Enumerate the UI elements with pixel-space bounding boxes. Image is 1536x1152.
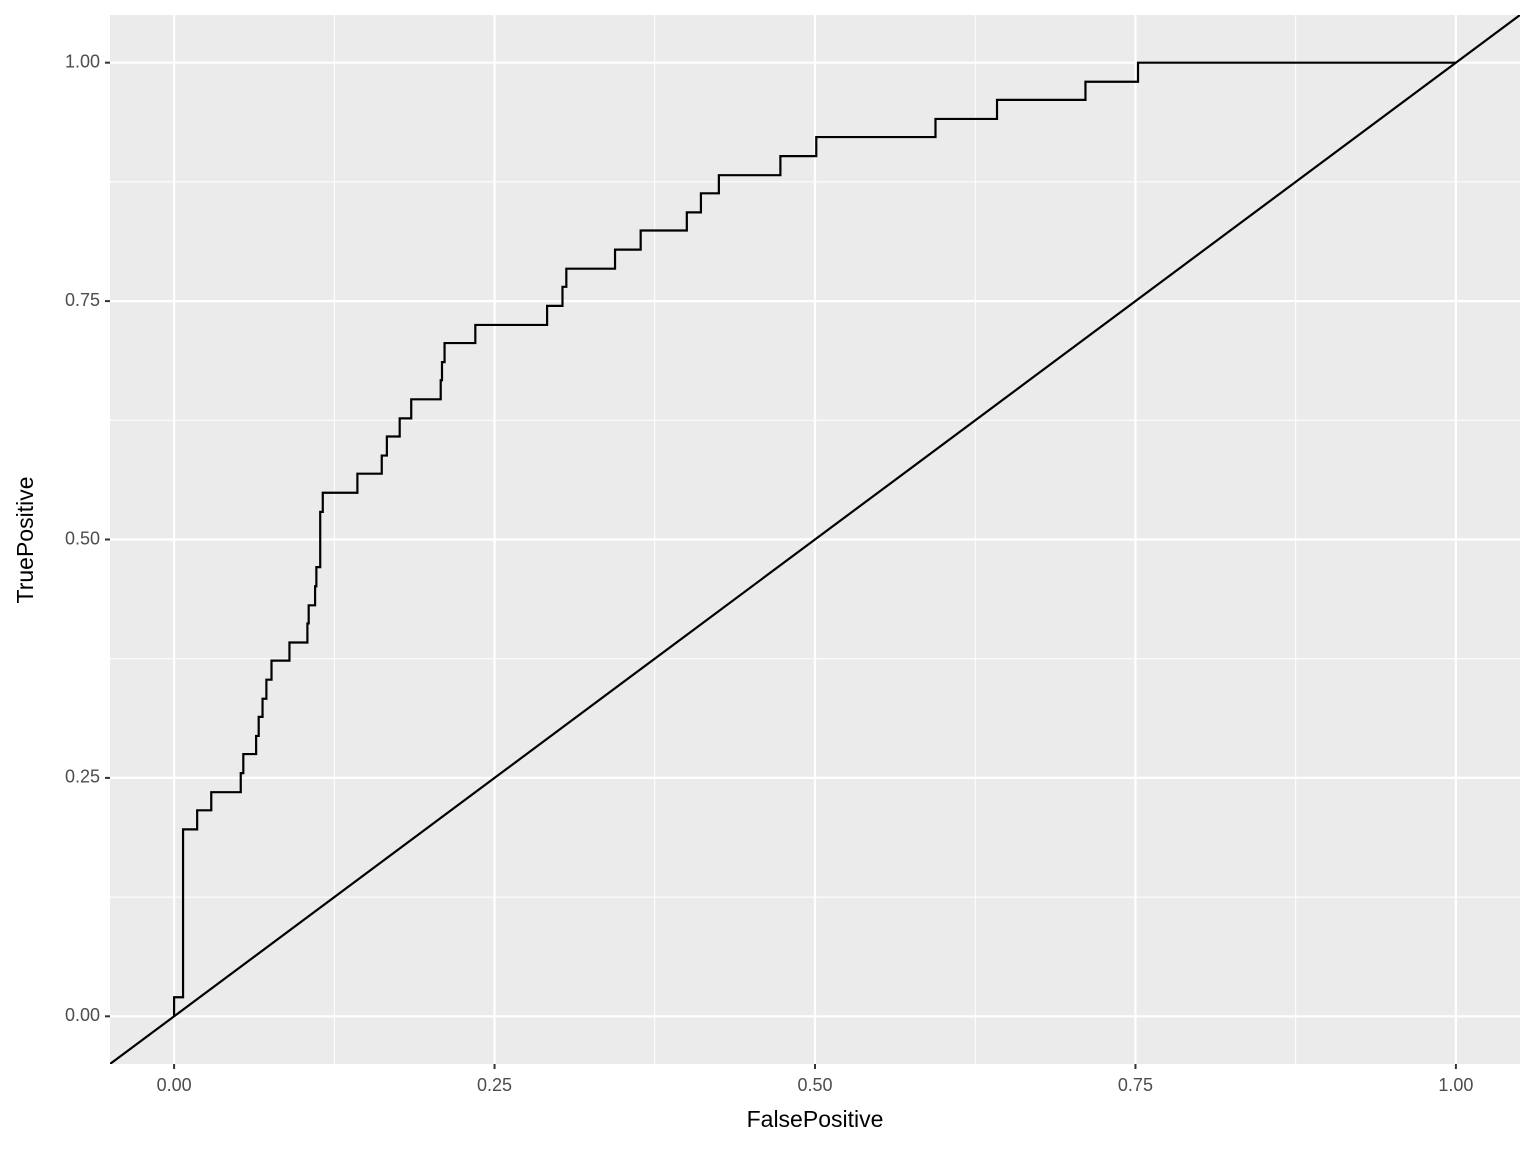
x-tick-label: 0.75 bbox=[1118, 1075, 1153, 1095]
x-axis-title: FalsePositive bbox=[747, 1106, 884, 1132]
y-tick-label: 0.25 bbox=[65, 767, 100, 787]
y-tick-label: 1.00 bbox=[65, 51, 100, 71]
x-tick-label: 0.50 bbox=[797, 1075, 832, 1095]
y-axis-title: TruePositive bbox=[12, 477, 38, 604]
x-tick-label: 0.00 bbox=[157, 1075, 192, 1095]
y-tick-label: 0.00 bbox=[65, 1005, 100, 1025]
x-tick-label: 0.25 bbox=[477, 1075, 512, 1095]
reference-line bbox=[110, 15, 1520, 1064]
x-tick-label: 1.00 bbox=[1438, 1075, 1473, 1095]
y-tick-label: 0.75 bbox=[65, 290, 100, 310]
roc-curve bbox=[172, 61, 1456, 1017]
y-tick-label: 0.50 bbox=[65, 528, 100, 548]
